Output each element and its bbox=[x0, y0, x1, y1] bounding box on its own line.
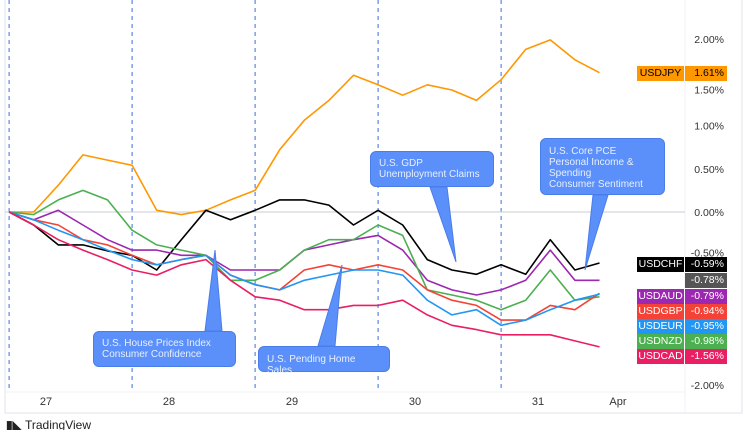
annotation-gdp: U.S. GDP Unemployment Claims bbox=[370, 151, 494, 187]
label-symbol: USDCHF bbox=[637, 257, 684, 272]
label-symbol: USDCAD bbox=[637, 349, 684, 364]
price-label: -0.78% bbox=[637, 273, 727, 288]
tradingview-logo[interactable]: ▮◣ TradingView bbox=[6, 418, 91, 430]
series-line-usdjpy bbox=[9, 39, 600, 216]
price-label-usdeur: USDEUR -0.95% bbox=[637, 319, 727, 334]
price-label-usdnzd: USDNZD -0.98% bbox=[637, 334, 727, 349]
x-tick-label: 27 bbox=[40, 396, 52, 408]
series-line-usdgbp bbox=[8, 211, 600, 321]
annotation-pending-home-sales: U.S. Pending Home Sales bbox=[258, 346, 390, 376]
series-line-usdnzd bbox=[9, 189, 600, 311]
label-value: -1.56% bbox=[685, 349, 727, 364]
chart-frame bbox=[4, 0, 743, 414]
x-tick-label: 31 bbox=[532, 396, 544, 408]
y-tick-label: 2.00% bbox=[694, 34, 724, 46]
series-line-usdchf bbox=[8, 199, 600, 276]
x-tick-label: 29 bbox=[286, 396, 298, 408]
label-symbol: USDAUD bbox=[637, 289, 684, 304]
annotation-house-prices: U.S. House Prices Index Consumer Confide… bbox=[93, 331, 236, 367]
tradingview-icon: ▮◣ bbox=[6, 418, 22, 430]
label-symbol: USDGBP bbox=[637, 304, 684, 319]
series-line-usdeur bbox=[8, 211, 600, 327]
label-symbol: USDEUR bbox=[637, 319, 684, 334]
x-tick-label: 28 bbox=[163, 396, 175, 408]
label-value: -0.94% bbox=[685, 304, 727, 319]
callout-tail bbox=[429, 186, 457, 263]
y-tick-label: 0.50% bbox=[694, 164, 724, 176]
brand-text: TradingView bbox=[24, 418, 92, 430]
x-tick-label: Apr bbox=[609, 396, 626, 408]
price-label-usdchf: USDCHF -0.59% bbox=[637, 257, 727, 272]
y-tick-label: -0.50% bbox=[691, 247, 724, 259]
x-tick-label: 30 bbox=[409, 396, 421, 408]
annotation-core-pce: U.S. Core PCE Personal Income & Spending… bbox=[540, 138, 665, 195]
price-label-usdgbp: USDGBP -0.94% bbox=[637, 304, 727, 319]
series-line-usdcad bbox=[8, 211, 600, 348]
price-label-usdjpy: USDJPY 1.61% bbox=[637, 66, 727, 81]
callout-tail bbox=[584, 194, 609, 271]
label-value: -0.95% bbox=[685, 319, 727, 334]
series-line-usdaud bbox=[8, 209, 600, 296]
label-symbol: USDJPY bbox=[637, 66, 684, 81]
callout-tail bbox=[204, 249, 223, 332]
y-tick-label: 1.50% bbox=[694, 84, 724, 96]
label-value: -0.59% bbox=[685, 257, 727, 272]
label-symbol: USDNZD bbox=[637, 334, 684, 349]
y-tick-label: 0.00% bbox=[694, 207, 724, 219]
y-tick-label: -2.00% bbox=[691, 380, 724, 392]
y-tick-label: 1.00% bbox=[694, 121, 724, 133]
label-value: -0.78% bbox=[685, 273, 727, 288]
label-value: -0.79% bbox=[685, 289, 727, 304]
label-symbol bbox=[637, 273, 684, 288]
label-value: 1.61% bbox=[685, 66, 727, 81]
label-value: -0.98% bbox=[685, 334, 727, 349]
price-label-usdcad: USDCAD -1.56% bbox=[637, 349, 727, 364]
price-label-usdaud: USDAUD -0.79% bbox=[637, 289, 727, 304]
